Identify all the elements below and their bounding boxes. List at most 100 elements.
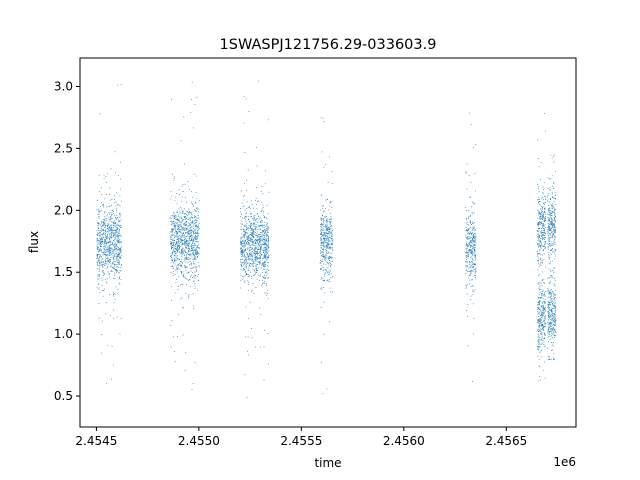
scatter-point [548,219,550,220]
scatter-point [111,214,112,216]
scatter-point [544,244,546,246]
scatter-point [174,216,176,218]
scatter-point [106,215,108,217]
scatter-point [247,242,249,244]
scatter-point [538,346,540,348]
scatter-point [255,269,257,271]
scatter-point [328,244,330,245]
scatter-point [108,258,110,260]
scatter-point [266,248,268,249]
scatter-point [250,207,251,209]
scatter-point [544,248,546,250]
scatter-point [545,242,546,243]
scatter-point [118,271,120,273]
scatter-point [466,188,468,190]
scatter-point [268,247,269,249]
scatter-point [190,270,192,272]
scatter-point [244,336,246,338]
scatter-point [544,361,545,363]
scatter-point [186,218,187,219]
scatter-point [324,234,326,236]
scatter-point [553,328,555,330]
scatter-point [195,219,197,221]
scatter-point [266,245,267,247]
scatter-point [96,248,98,250]
scatter-point [240,252,242,254]
scatter-point [96,238,98,240]
scatter-point [172,275,174,276]
scatter-point [473,234,474,235]
scatter-point [105,261,106,263]
scatter-point [108,249,110,250]
scatter-point [542,186,544,188]
scatter-point [262,263,264,265]
scatter-point [540,310,541,311]
scatter-point [101,238,103,240]
scatter-point [268,238,269,240]
scatter-point [253,236,254,238]
scatter-point [248,258,250,260]
scatter-point [170,216,172,218]
scatter-point [553,227,555,229]
scatter-point [544,377,546,379]
scatter-point [544,228,545,230]
scatter-point [172,265,173,267]
scatter-point [543,326,545,328]
scatter-point [542,192,544,194]
scatter-point [551,232,552,233]
scatter-point [466,244,467,246]
scatter-point [115,251,117,252]
scatter-point [553,308,554,309]
scatter-point [246,229,247,231]
scatter-point [180,236,181,238]
scatter-point [113,234,115,235]
scatter-point [114,244,116,245]
scatter-point [550,326,551,327]
scatter-point [465,241,467,243]
scatter-point [555,308,556,310]
scatter-point [98,259,100,261]
scatter-point [323,253,324,255]
scatter-point [465,252,467,254]
scatter-point [253,261,255,263]
scatter-point [555,250,557,251]
scatter-point [545,302,546,304]
scatter-point [470,246,471,248]
scatter-point [550,216,551,218]
scatter-point [539,253,541,255]
scatter-point [176,258,178,260]
scatter-point [544,234,546,236]
scatter-point [262,244,264,246]
scatter-point [263,254,265,255]
scatter-point [551,227,553,229]
scatter-point [265,283,267,285]
scatter-point [191,213,192,215]
scatter-point [542,216,544,218]
scatter-point [107,344,109,346]
scatter-point [104,240,106,241]
scatter-point [108,223,110,225]
scatter-point [103,272,105,274]
scatter-point [120,219,122,221]
scatter-point [259,250,261,252]
scatter-point [329,202,331,204]
scatter-point [107,246,109,247]
scatter-point [183,229,185,231]
scatter-point [320,229,322,231]
scatter-point [261,225,263,226]
scatter-point [466,246,468,247]
scatter-point [543,202,545,204]
scatter-point [474,257,476,259]
scatter-point [119,221,121,222]
scatter-point [241,214,242,215]
scatter-point [98,265,100,267]
scatter-point [555,230,556,231]
scatter-point [99,260,100,262]
scatter-point [545,247,546,249]
scatter-point [114,254,116,256]
scatter-point [110,241,111,243]
scatter-point [104,229,106,231]
scatter-point [474,240,476,242]
scatter-point [198,274,199,275]
scatter-point [547,329,549,331]
